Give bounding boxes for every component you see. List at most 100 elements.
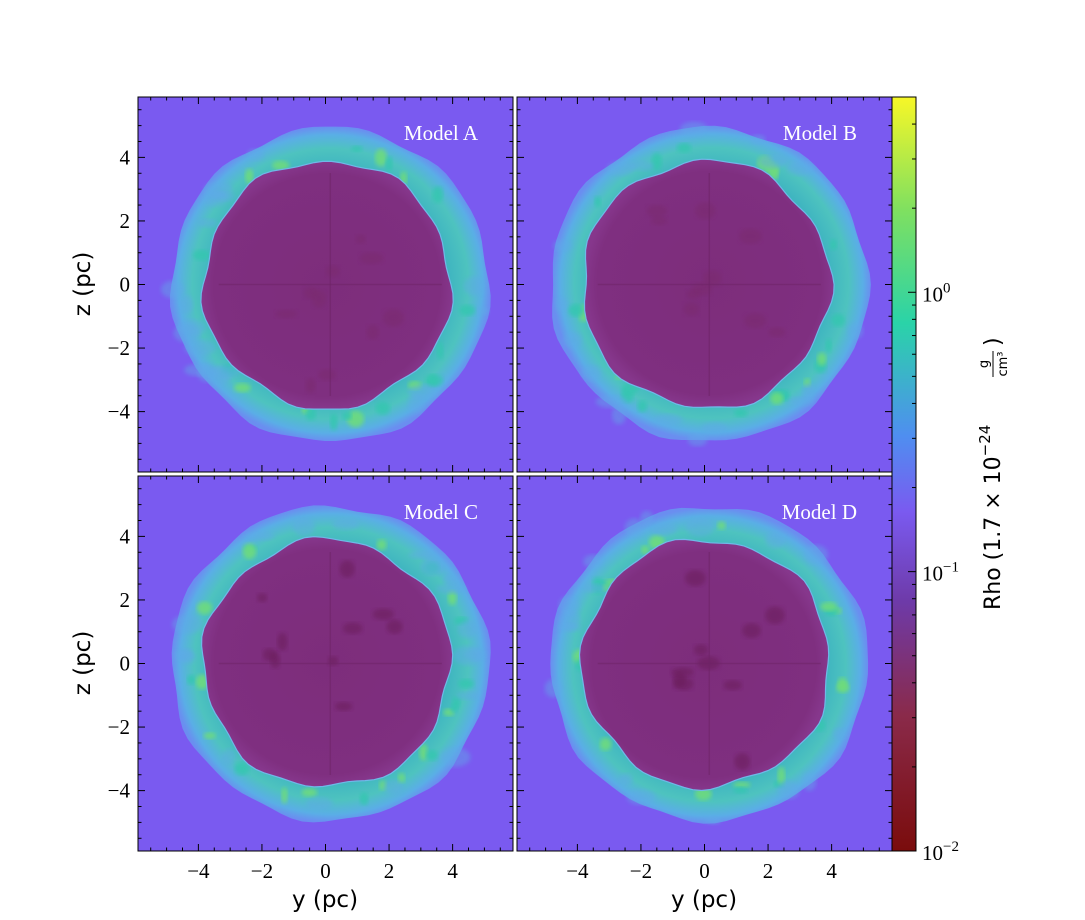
cavity-spot — [359, 252, 384, 264]
x-axis-title: y (pc) — [292, 887, 358, 913]
wisp — [581, 365, 602, 382]
wisp — [439, 747, 471, 767]
clump — [568, 303, 584, 317]
wisp — [640, 510, 654, 527]
y-tick-label: −4 — [108, 779, 131, 803]
cavity-spot — [651, 216, 668, 226]
x-tick-label: −2 — [251, 859, 273, 883]
wisp — [765, 531, 786, 549]
wisp — [583, 554, 604, 569]
y-tick-label: 2 — [120, 588, 131, 612]
cavity-spot — [768, 327, 786, 337]
wisp — [701, 421, 728, 435]
wisp — [222, 748, 236, 765]
wisp — [563, 331, 582, 349]
wisp — [184, 339, 216, 356]
clump — [836, 682, 850, 693]
clump — [193, 249, 211, 261]
x-tick-label: −4 — [566, 859, 589, 883]
cavity-spot — [342, 622, 363, 635]
wisp — [476, 306, 490, 315]
wisp — [197, 218, 217, 228]
clump — [733, 786, 748, 794]
cavity-spot — [275, 309, 298, 319]
cavity-spot — [382, 308, 405, 327]
clump — [301, 788, 318, 797]
cavity-spot — [325, 265, 340, 278]
clump — [426, 750, 438, 761]
wisp — [651, 522, 678, 536]
clump — [245, 168, 254, 184]
clump — [397, 772, 406, 783]
cavity-spot — [366, 324, 380, 340]
clump — [637, 400, 648, 413]
wisp — [802, 771, 817, 791]
colorbar-unit-den: cm³ — [996, 351, 1011, 376]
wisp — [209, 364, 240, 379]
wisp — [624, 518, 644, 538]
clump — [817, 352, 827, 366]
wisp — [184, 363, 213, 377]
clump — [651, 152, 663, 171]
wisp — [463, 276, 485, 296]
wisp — [788, 397, 815, 406]
wisp — [654, 413, 683, 426]
cavity-spot — [334, 701, 353, 711]
clump — [419, 743, 428, 761]
wisp — [554, 297, 568, 313]
cavity-spot — [646, 205, 668, 218]
colorbar-label-paren: ) — [981, 337, 1006, 346]
colorbar-tick-label: 100 — [922, 280, 951, 306]
panel-a: −4 −2 0 2 4 Model A — [108, 96, 514, 473]
colorbar: 10−2 10−1 100 Rho (1.7 × 10−24 g cm³) — [891, 96, 1011, 865]
wisp — [555, 623, 582, 632]
cavity-spot — [739, 228, 762, 244]
clump — [432, 186, 444, 204]
clump — [733, 781, 751, 788]
cavity-spot — [355, 234, 366, 244]
clump — [272, 160, 290, 171]
clump — [437, 341, 444, 360]
clump — [359, 792, 369, 806]
clump — [831, 313, 845, 327]
wisp — [626, 789, 656, 805]
cavity-spot — [671, 667, 694, 677]
wisp — [436, 583, 467, 594]
clump — [375, 401, 391, 415]
wisp — [786, 161, 814, 176]
cavity-spot — [734, 753, 751, 770]
wisp — [833, 728, 847, 740]
wisp — [777, 780, 800, 799]
wisp — [582, 583, 606, 593]
clump — [234, 383, 251, 393]
clump — [385, 156, 393, 172]
x-tick-label: 2 — [763, 859, 774, 883]
clump — [203, 732, 216, 740]
wisp — [685, 517, 715, 537]
cavity-spot — [386, 619, 403, 634]
colorbar-tick-label: 10−2 — [922, 839, 959, 865]
cavity-spot — [311, 290, 327, 308]
cavity-spot — [673, 677, 694, 691]
y-tick-label: −2 — [108, 336, 130, 360]
colorbar-unit-num: g — [977, 360, 992, 368]
cavity-spot — [277, 632, 288, 651]
clump — [186, 674, 196, 685]
clump — [676, 143, 692, 153]
y-axis-title: z (pc) — [70, 631, 96, 696]
panel-d: −4 −2 0 2 4 Model D — [516, 475, 893, 883]
x-tick-label: 4 — [826, 859, 837, 883]
wisp — [383, 779, 404, 795]
wisp — [611, 405, 627, 425]
colorbar-gradient — [891, 96, 917, 852]
clump — [777, 766, 786, 785]
cavity-spot — [318, 369, 337, 381]
cavity-spot — [684, 570, 706, 587]
clump — [717, 521, 726, 530]
colorbar-label: Rho (1.7 × 10−24 g cm³) — [976, 337, 1011, 610]
clump — [242, 543, 257, 560]
panel-c: −4 −2 0 2 4 −4 −2 0 2 4 Model C — [108, 475, 514, 883]
wisp — [606, 161, 636, 176]
clump — [342, 411, 353, 420]
axis-titles: z (pc) z (pc) y (pc) y (pc) — [70, 252, 737, 913]
